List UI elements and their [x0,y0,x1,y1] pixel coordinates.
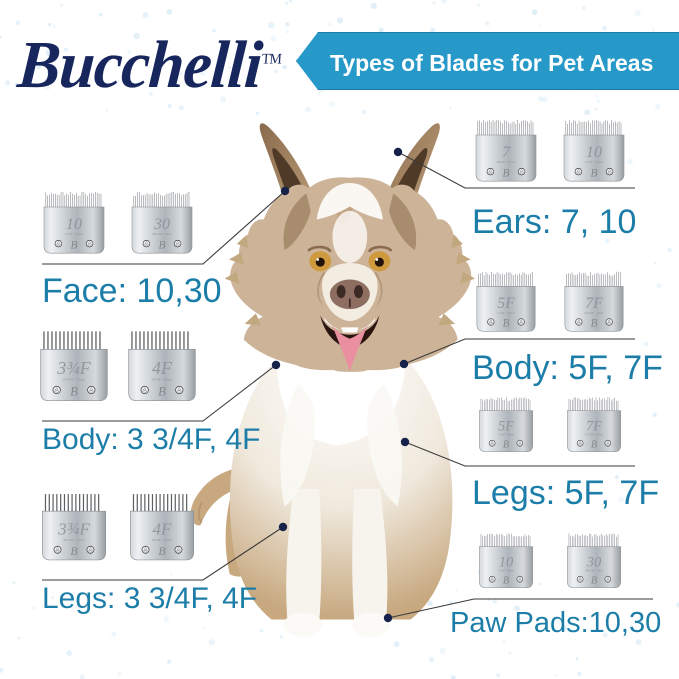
svg-text:10: 10 [499,554,514,570]
svg-text:B: B [158,384,166,398]
svg-text:B: B [158,544,166,558]
svg-text:B: B [591,167,598,179]
svg-text:5-1/10" - 1.3mm: 5-1/10" - 1.3mm [585,161,603,164]
svg-text:4F: 4F [152,358,173,378]
svg-text:5-1/10" - 1.3mm: 5-1/10" - 1.3mm [498,571,514,573]
svg-text:3¾F: 3¾F [56,358,92,378]
svg-text:1/3-1/30" - 1.0mm: 1/3-1/30" - 1.0mm [585,435,603,437]
svg-text:B: B [71,239,78,251]
svg-text:B: B [591,439,597,450]
svg-text:5/8-1/8" - 9.5mm: 5/8-1/8" - 9.5mm [152,378,173,382]
svg-text:B: B [591,575,597,586]
svg-text:10: 10 [66,215,82,233]
svg-text:3¾F: 3¾F [57,520,90,539]
svg-text:5F: 5F [497,295,515,312]
svg-text:2-1/10" - 6.4mm: 2-1/10" - 6.4mm [497,312,514,315]
svg-text:B: B [591,318,598,330]
svg-text:B: B [70,384,78,398]
svg-text:3/4-1/10" - 9.5mm: 3/4-1/10" - 9.5mm [63,378,86,382]
svg-text:B: B [503,439,509,450]
svg-text:B: B [503,167,510,179]
svg-text:2-1/10" - 6.4mm: 2-1/10" - 6.4mm [498,435,514,437]
svg-text:7F: 7F [586,418,602,434]
svg-text:7: 7 [502,143,511,161]
svg-text:1/8-1/8" - 3.2mm: 1/8-1/8" - 3.2mm [497,161,516,164]
svg-text:B: B [70,544,78,558]
svg-text:7F: 7F [585,295,603,312]
svg-text:B: B [503,575,509,586]
svg-text:B: B [159,239,166,251]
svg-text:300-1/30" - .3mm: 300-1/30" - .3mm [585,571,602,573]
svg-text:300-1/30" - .3mm: 300-1/30" - .3mm [152,233,171,236]
svg-text:30: 30 [586,554,602,570]
svg-text:30: 30 [153,215,170,233]
svg-text:10: 10 [586,143,602,161]
svg-text:3/4-1/10" - 9.5mm: 3/4-1/10" - 9.5mm [63,538,85,542]
svg-text:5/8-1/8" - 9.5mm: 5/8-1/8" - 9.5mm [152,538,172,542]
svg-text:5-1/10" - 1.3mm: 5-1/10" - 1.3mm [65,233,83,236]
svg-text:4F: 4F [153,520,173,539]
svg-text:B: B [503,318,510,330]
svg-text:1/3-1/30" - 1.0mm: 1/3-1/30" - 1.0mm [584,312,603,315]
svg-text:5F: 5F [498,418,514,434]
